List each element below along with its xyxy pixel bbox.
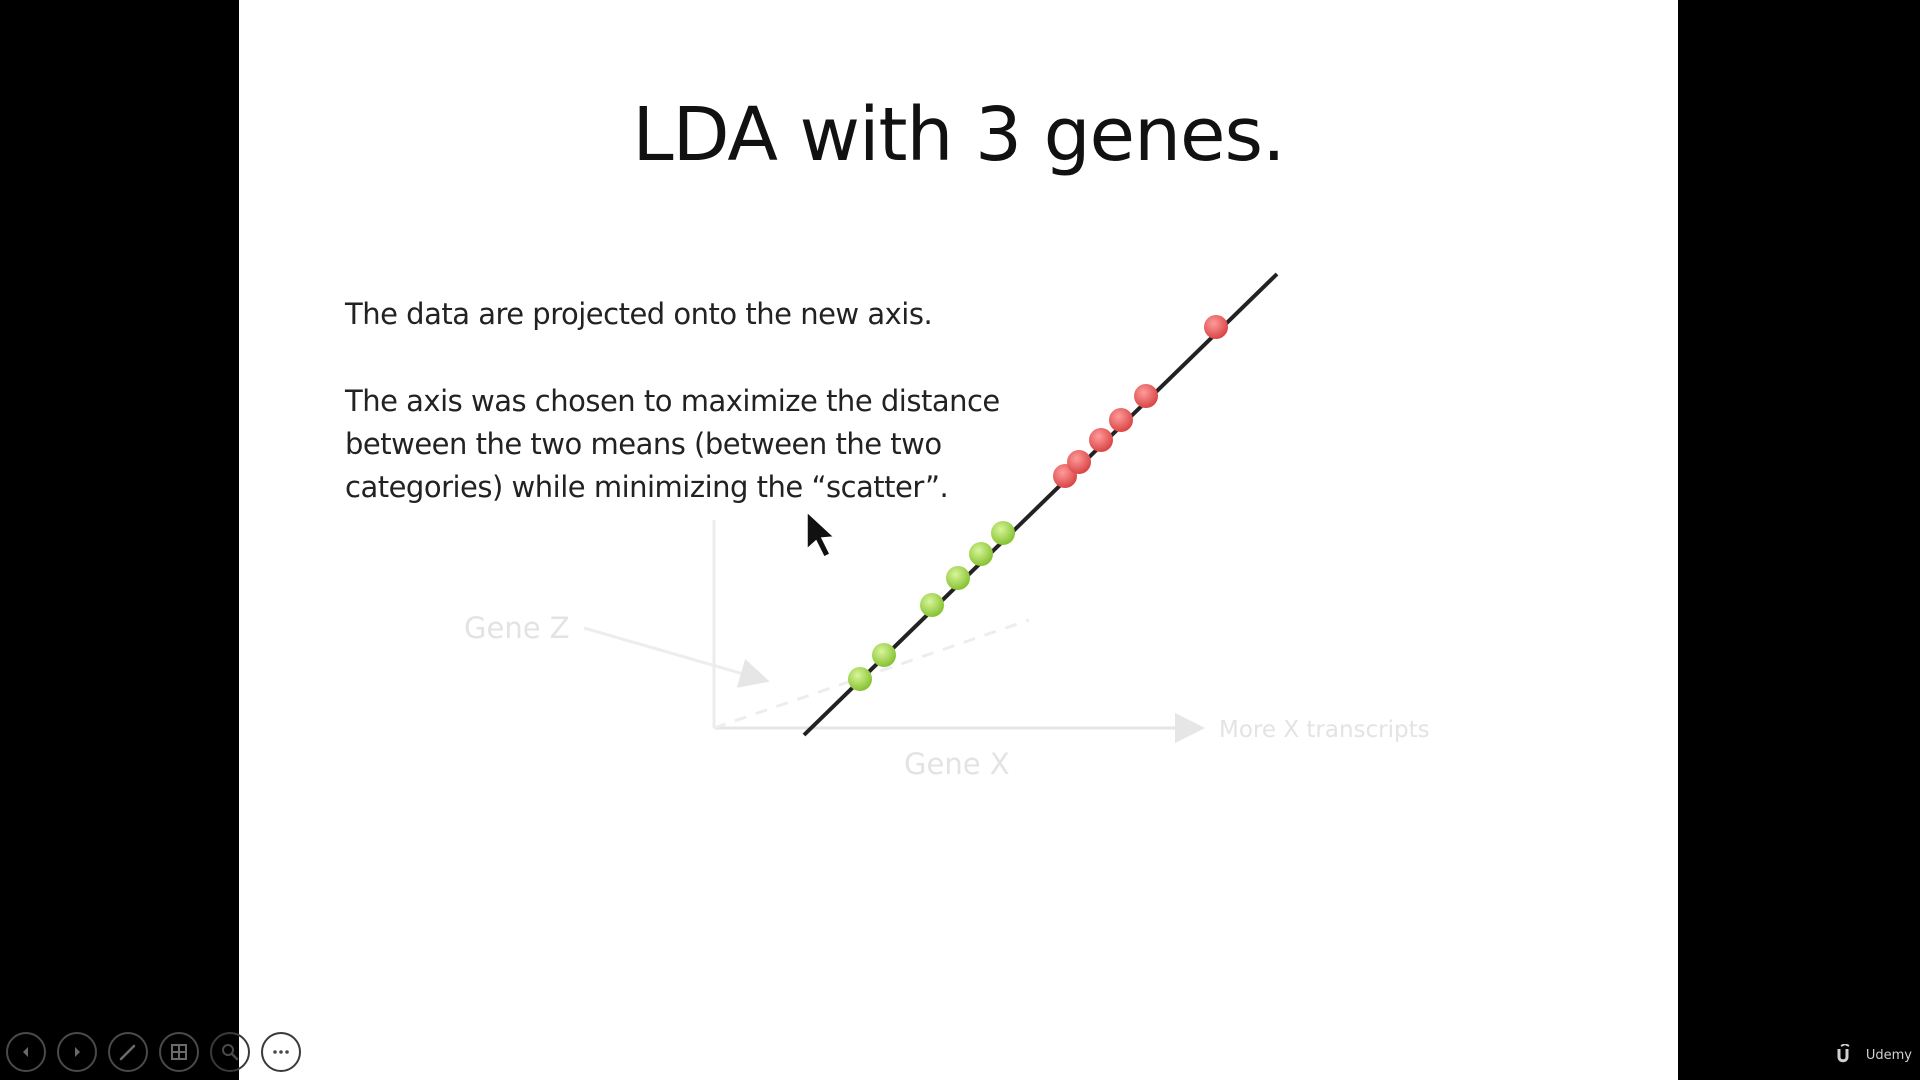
green-point: [920, 593, 944, 617]
slides-grid-icon: [171, 1044, 187, 1060]
faint-gene-z-pointer: [583, 626, 770, 688]
magnifier-icon: [222, 1044, 239, 1061]
next-slide-button[interactable]: [57, 1032, 97, 1072]
red-point: [1089, 428, 1113, 452]
red-point: [1109, 408, 1133, 432]
chevron-right-icon: [75, 1047, 80, 1057]
slide-paragraph-1: The data are projected onto the new axis…: [345, 297, 933, 331]
slide-paragraph-2: The axis was chosen to maximize the dist…: [345, 384, 1000, 504]
mouse-cursor-icon: [806, 510, 836, 559]
faint-z-axis: [713, 618, 1030, 730]
red-point: [1134, 384, 1158, 408]
ellipsis-icon: [273, 1050, 289, 1054]
slide-title: LDA with 3 genes.: [632, 92, 1285, 178]
zoom-button[interactable]: [210, 1032, 250, 1072]
brand-watermark: Udemy: [1836, 1044, 1912, 1066]
see-all-slides-button[interactable]: [159, 1032, 199, 1072]
chevron-left-icon: [23, 1047, 28, 1057]
green-point: [969, 542, 993, 566]
pen-tool-button[interactable]: [108, 1032, 148, 1072]
lda-projection-figure: Gene Z Gene X More X transcripts: [464, 272, 1430, 781]
red-point: [1204, 315, 1228, 339]
red-point: [1067, 450, 1091, 474]
gene-x-label: Gene X: [904, 747, 1010, 781]
gene-z-label: Gene Z: [464, 611, 570, 645]
pen-icon: [119, 1044, 136, 1061]
green-point: [872, 643, 896, 667]
brand-name: Udemy: [1865, 1047, 1912, 1063]
projection-axis: [802, 272, 1279, 737]
previous-slide-button[interactable]: [6, 1032, 46, 1072]
green-point: [946, 566, 970, 590]
slide: LDA with 3 genes. The data are projected…: [239, 0, 1678, 1080]
green-point: [848, 667, 872, 691]
udemy-logo-icon: [1837, 1044, 1850, 1063]
x-arrow-label: More X transcripts: [1219, 717, 1430, 743]
green-point: [991, 521, 1015, 545]
slideshow-controls: [6, 1032, 301, 1074]
more-options-button[interactable]: [261, 1032, 301, 1072]
